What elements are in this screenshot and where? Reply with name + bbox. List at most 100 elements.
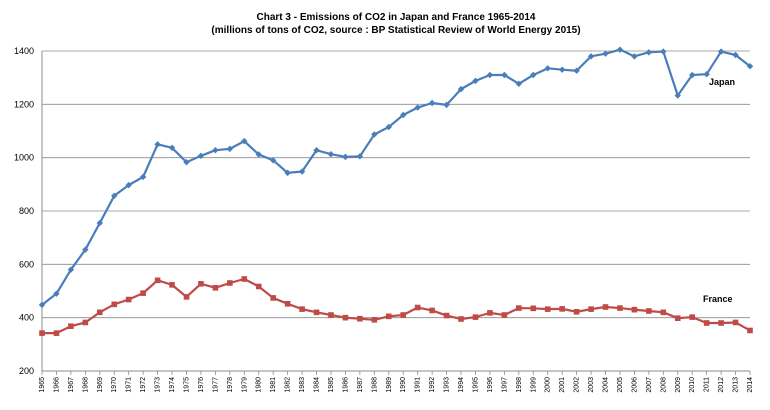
- x-tick-label: 1969: [97, 377, 104, 393]
- data-point: [125, 296, 132, 303]
- x-tick-label: 2010: [689, 377, 696, 393]
- x-tick-label: 1979: [241, 377, 248, 393]
- x-tick-label: 1983: [299, 377, 306, 393]
- data-point: [313, 309, 320, 316]
- data-point: [443, 312, 450, 319]
- y-tick-label: 200: [19, 366, 34, 376]
- x-tick-label: 2007: [646, 377, 653, 393]
- x-tick-label: 1972: [140, 377, 147, 393]
- data-point: [39, 330, 45, 336]
- chart-title: Chart 3 - Emissions of CO2 in Japan and …: [257, 12, 536, 23]
- data-point: [660, 309, 667, 316]
- x-tick-label: 2002: [574, 377, 581, 393]
- series-line-france: [42, 277, 751, 335]
- data-point: [717, 48, 725, 55]
- x-tick-label: 1988: [371, 377, 378, 393]
- data-point: [516, 305, 522, 311]
- series-layer: [38, 46, 754, 336]
- y-tick-label: 1000: [14, 153, 34, 163]
- data-point: [558, 66, 566, 73]
- series-labels: Japan France: [703, 77, 735, 304]
- x-tick-label: 2005: [617, 377, 624, 393]
- data-point: [241, 137, 248, 145]
- data-point: [226, 145, 234, 153]
- data-point: [241, 276, 248, 282]
- data-point: [588, 306, 594, 312]
- data-point: [747, 327, 753, 334]
- data-point: [646, 308, 652, 314]
- data-point: [67, 266, 75, 273]
- x-tick-label: 2000: [545, 377, 552, 393]
- data-point: [573, 309, 580, 315]
- data-point: [559, 306, 565, 312]
- x-tick-label: 2008: [660, 377, 667, 393]
- x-tick-label: 2006: [631, 377, 638, 393]
- x-tick-label: 1977: [212, 377, 219, 393]
- data-point: [356, 153, 364, 160]
- data-point: [299, 306, 305, 312]
- y-tick-label: 400: [19, 313, 34, 323]
- data-point: [298, 168, 306, 175]
- y-tick-label: 800: [19, 206, 34, 216]
- data-point: [602, 50, 609, 57]
- data-point: [342, 153, 349, 161]
- x-tick-label: 1991: [415, 377, 422, 393]
- data-point: [82, 319, 89, 326]
- x-tick-label: 1981: [270, 377, 277, 393]
- data-point: [96, 309, 103, 316]
- series-label-france: France: [703, 294, 733, 304]
- x-tick-label: 2004: [603, 377, 610, 393]
- x-tick-label: 1973: [155, 377, 162, 393]
- data-point: [183, 294, 190, 300]
- x-tick-label: 1999: [530, 377, 537, 393]
- data-point: [660, 48, 667, 55]
- data-point: [602, 304, 609, 310]
- data-point: [458, 316, 464, 322]
- x-tick-label: 1984: [314, 377, 321, 393]
- data-point: [501, 71, 508, 79]
- data-point: [154, 277, 161, 284]
- x-tick-label: 1993: [444, 377, 451, 393]
- x-tick-label: 1978: [227, 377, 234, 393]
- x-tick-label: 1997: [501, 377, 508, 393]
- data-point: [38, 301, 46, 309]
- data-point: [154, 141, 161, 148]
- data-point: [82, 246, 89, 253]
- data-point: [169, 282, 175, 288]
- data-point: [111, 301, 118, 308]
- data-point: [689, 314, 696, 320]
- data-point: [718, 320, 724, 326]
- data-point: [168, 144, 176, 151]
- y-tick-label: 600: [19, 259, 34, 269]
- data-point: [197, 152, 205, 159]
- data-point: [428, 99, 436, 107]
- x-tick-label: 1994: [458, 377, 465, 393]
- series-label-japan: Japan: [709, 77, 735, 87]
- data-point: [125, 181, 132, 189]
- x-tick-label: 1971: [126, 377, 133, 393]
- data-point: [96, 219, 103, 227]
- x-tick-label: 2001: [559, 377, 566, 393]
- data-point: [371, 317, 378, 323]
- data-point: [414, 104, 421, 111]
- gridlines: [42, 50, 750, 319]
- data-point: [544, 65, 551, 72]
- x-axis-tick-labels: 1965 1966 1967 1968 1969 1970 1971 1972 1973 1974…: [39, 377, 754, 393]
- data-point: [443, 101, 450, 109]
- x-tick-label: 2014: [747, 377, 754, 393]
- data-point: [284, 301, 291, 307]
- data-point: [530, 305, 537, 312]
- x-tick-label: 1990: [400, 377, 407, 393]
- data-point: [342, 314, 349, 321]
- data-point: [414, 304, 421, 311]
- series-japan: [38, 46, 754, 309]
- x-tick-label: 1998: [516, 377, 523, 393]
- x-tick-label: 1965: [39, 377, 46, 393]
- data-point: [313, 147, 320, 154]
- data-point: [472, 77, 479, 85]
- x-tick-label: 1980: [256, 377, 263, 393]
- data-point: [140, 290, 146, 296]
- data-point: [689, 71, 696, 79]
- data-point: [429, 307, 435, 314]
